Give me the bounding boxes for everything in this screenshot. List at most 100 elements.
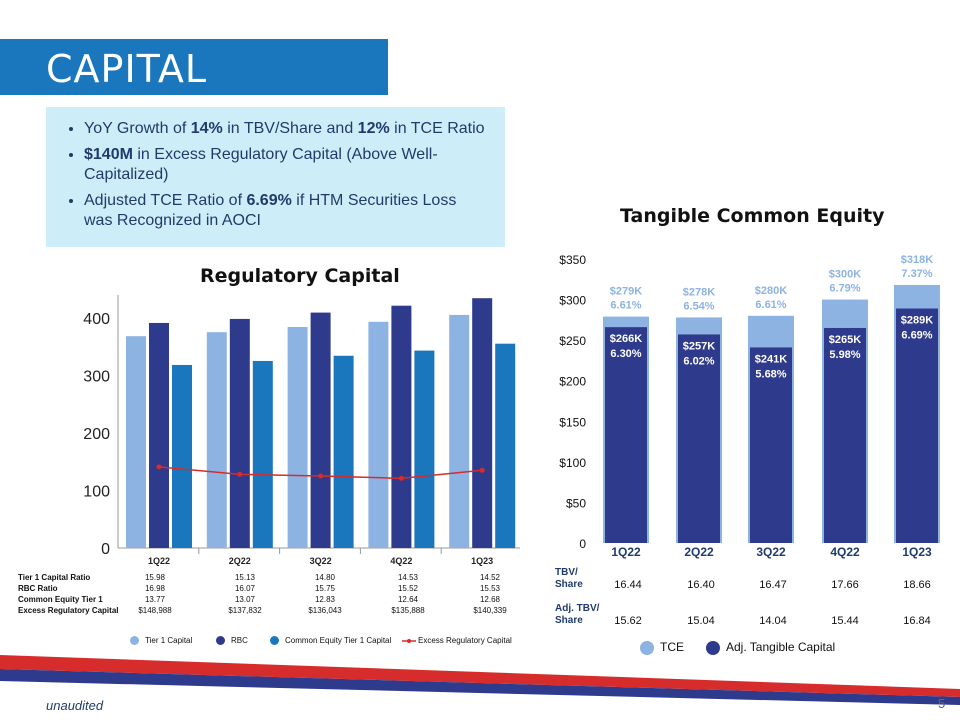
y-tick-label: $250 [559,334,586,348]
table-cell: $140,339 [473,606,507,615]
adj-value-label: $265K [829,334,861,346]
tangible-common-equity-chart: 0 $50 $100 $150 $200 $250 $300 $350 $279K 6.61% $2… [559,253,940,559]
table-cell: 15.53 [479,584,501,593]
bar-tier-1-capital [206,332,227,548]
y-tick-label: $50 [566,496,586,510]
bar-adj-tangible-capital [896,308,938,543]
bar-common-equity-tier-1-capital [333,355,354,548]
bullet-item: YoY Growth of 14% in TBV/Share and 12% i… [84,119,489,139]
page-number: 5 [938,696,946,711]
adj-ratio-label: 5.98% [829,349,860,361]
table-cell: 15.52 [397,584,419,593]
legend-tce: TCE [640,640,684,655]
bar-adj-tangible-capital [750,347,792,543]
legend-swatch [270,636,279,646]
bar-rbc [149,322,169,548]
adj-value-label: $266K [610,333,642,345]
excess-capital-point [479,467,485,473]
legend-swatch [640,640,654,655]
tce-chart-title: Tangible Common Equity [620,205,885,227]
bar-common-equity-tier-1-capital [495,343,516,548]
table-row-label: Adj. TBV/Share [555,603,600,626]
table-cell: 13.77 [144,595,166,604]
table-cell: 16.40 [687,579,715,591]
table-cell: 15.44 [831,615,859,627]
table-cell: 15.13 [234,573,256,582]
table-cell: 12.64 [397,595,419,604]
x-tick-label: 4Q22 [390,556,412,566]
y-tick-label: $100 [559,456,586,470]
legend-cet1: Common Equity Tier 1 Capital [270,636,391,646]
table-cell: 12.83 [314,595,336,604]
x-tick-label: 1Q23 [471,556,493,566]
bar-rbc [472,298,493,548]
legend-swatch [706,640,720,655]
x-tick-label: 4Q22 [830,545,860,559]
legend-swatch [216,636,225,646]
bar-tier-1-capital [368,321,389,548]
table-row-label: Tier 1 Capital Ratio [18,573,91,582]
excess-capital-point [398,475,404,481]
y-tick-label: $200 [559,375,586,389]
y-tick-label: 0 [101,541,110,558]
table-cell: 18.66 [903,579,931,591]
adj-ratio-label: 6.69% [901,329,932,341]
tce-value-label: $318K [901,254,933,266]
y-tick-label: 100 [83,483,110,500]
table-cell: 14.80 [314,573,336,582]
x-tick-label: 1Q23 [902,545,932,559]
bar-rbc [229,318,250,548]
legend-line-swatch [402,638,416,643]
table-row-label: RBC Ratio [18,584,58,593]
table-cell: 17.66 [831,579,859,591]
table-row-label: Common Equity Tier 1 [18,595,103,604]
bar-tier-1-capital [126,336,146,548]
table-cell: 16.84 [903,615,931,627]
table-cell: 15.98 [144,573,166,582]
x-tick-label: 2Q22 [684,545,714,559]
y-tick-label: 0 [579,537,586,551]
x-tick-label: 2Q22 [229,556,251,566]
legend-rbc: RBC [216,636,248,646]
bar-tier-1-capital [449,314,470,548]
table-cell: 16.98 [144,584,166,593]
tce-ratio-label: 6.61% [755,299,786,311]
y-tick-label: 400 [83,311,110,328]
y-tick-label: $300 [559,294,586,308]
table-cell: $136,043 [308,606,342,615]
table-cell: 14.53 [397,573,419,582]
adj-ratio-label: 6.02% [683,355,714,367]
tce-ratio-label: 6.54% [683,300,714,312]
y-tick-label: 300 [83,368,110,385]
regulatory-capital-chart: 0 100 200 300 400 1Q22 2Q22 3Q22 4Q22 1Q23 [83,295,520,566]
tce-value-label: $279K [610,286,642,298]
highlights-box: YoY Growth of 14% in TBV/Share and 12% i… [46,107,505,247]
tce-value-label: $278K [683,286,715,298]
table-cell: $135,888 [391,606,425,615]
table-cell: 16.07 [234,584,256,593]
bar-adj-tangible-capital [824,327,866,543]
table-cell: 16.47 [759,579,787,591]
bar-adj-tangible-capital [678,334,720,543]
x-tick-label: 1Q22 [611,545,641,559]
table-cell: $137,832 [228,606,262,615]
adj-ratio-label: 5.68% [755,368,786,380]
bar-adj-tangible-capital [605,327,647,543]
x-tick-label: 3Q22 [310,556,332,566]
x-tick-label: 3Q22 [756,545,786,559]
regulatory-chart-title: Regulatory Capital [200,265,400,287]
excess-capital-point [318,473,324,479]
adj-value-label: $241K [755,353,787,365]
excess-capital-point [156,464,162,470]
bar-rbc [391,305,412,548]
y-tick-label: $350 [559,253,586,267]
tce-ratio-label: 7.37% [901,268,932,280]
table-cell: 13.07 [234,595,256,604]
table-cell: 15.62 [614,615,642,627]
title-banner: CAPITAL [0,39,388,95]
tce-ratio-label: 6.79% [829,283,860,295]
adj-value-label: $289K [901,314,933,326]
bullet-item: Adjusted TCE Ratio of 6.69% if HTM Secur… [84,191,489,231]
table-cell: 15.04 [687,615,715,627]
x-tick-label: 1Q22 [148,556,170,566]
